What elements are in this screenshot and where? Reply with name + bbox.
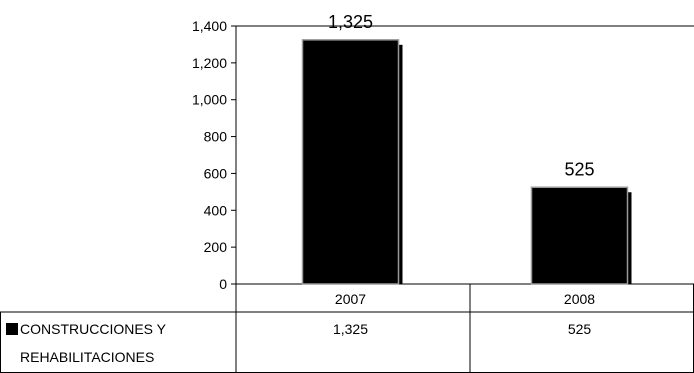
y-tick-label: 400 [204,202,228,218]
legend-swatch [6,323,18,335]
table-value: 1,325 [333,321,368,337]
y-tick-label: 1,200 [192,55,227,71]
y-tick-label: 1,000 [192,92,227,108]
bars [301,39,632,285]
bar-value-label: 1,325 [328,12,373,32]
bar [301,39,400,285]
category-label: 2008 [564,291,595,307]
table-value: 525 [568,321,592,337]
y-axis-ticks: 0 200 400 600 800 1,000 1,200 1,400 [192,18,236,292]
y-tick-label: 0 [219,276,227,292]
legend-label: REHABILITACIONES [20,349,154,365]
y-tick-label: 800 [204,129,228,145]
category-labels: 2007 2008 [335,291,595,307]
category-label: 2007 [335,291,366,307]
y-tick-label: 200 [204,239,228,255]
bar-value-label: 525 [564,159,594,179]
y-tick-label: 600 [204,165,228,181]
bar [530,186,629,285]
table-values: 1,325 525 [333,321,591,337]
value-labels: 1,325 525 [328,12,595,179]
y-tick-label: 1,400 [192,18,227,34]
legend-label: CONSTRUCCIONES Y [20,321,167,337]
